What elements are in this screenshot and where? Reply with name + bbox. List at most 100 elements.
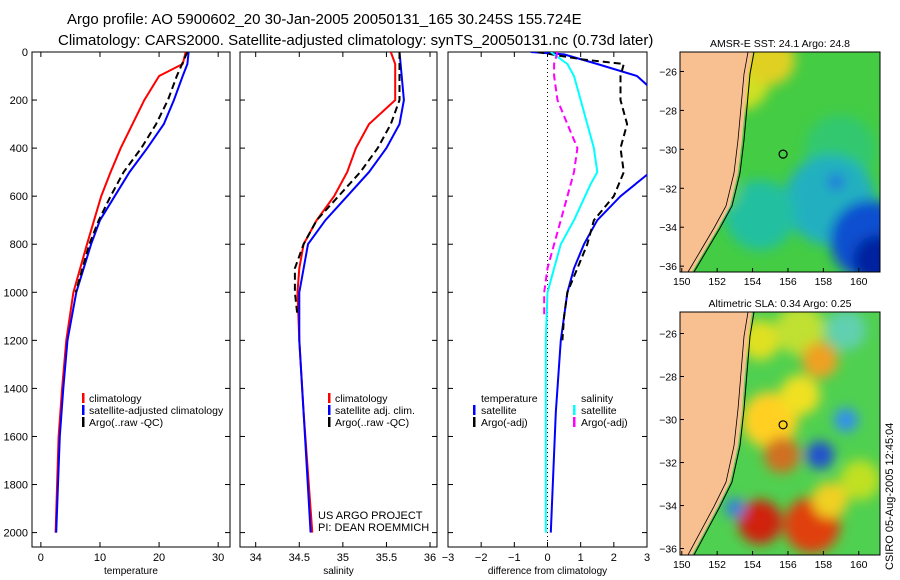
x-axis-label: difference from climatology [488, 566, 607, 577]
x-tick-label: 0 [38, 552, 44, 564]
legend-label: climatology [335, 393, 388, 405]
legend-swatch [473, 417, 476, 427]
x-tick-label: 158 [815, 559, 833, 571]
legend-label: Argo(..raw -QC) [89, 417, 163, 429]
shelf-contour [687, 52, 749, 272]
x-tick-label: 150 [673, 559, 691, 571]
map-frame [679, 311, 881, 556]
profile-panel-2: 34 34.5 35 35.5 36 salinity climatologysatelli… [239, 51, 438, 577]
argo-float-marker [778, 149, 788, 159]
y-tick-label: −36 [659, 261, 677, 273]
legend-title: temperature [481, 393, 538, 405]
y-tick-label: −28 [659, 105, 677, 117]
y-tick-label: 400 [10, 143, 28, 155]
coastline [693, 52, 755, 272]
x-tick-label: 152 [708, 276, 726, 288]
y-tick-label: −34 [659, 501, 677, 513]
x-tick-label: 158 [815, 276, 833, 288]
map-anomaly-blob [802, 342, 838, 378]
map-title: AMSR-E SST: 24.1 Argo: 24.8 [710, 38, 850, 50]
legend-label: satellite adj. clim. [335, 405, 415, 417]
map-anomaly-blob [853, 235, 880, 272]
series-line-satellite-adj-clim- [298, 52, 405, 533]
x-tick-label: 150 [673, 276, 691, 288]
x-tick-label: 34.5 [289, 552, 310, 564]
series-line-temperature-argo-adj- [537, 52, 629, 341]
legend-swatch [328, 405, 331, 415]
y-tick-label: 1200 [4, 335, 28, 347]
title-line-1: Argo profile: AO 5900602_20 30-Jan-2005 … [67, 11, 582, 28]
x-tick-label: 35.5 [376, 552, 397, 564]
credit-line-1: US ARGO PROJECT [318, 510, 423, 522]
y-tick-label: 2000 [4, 528, 28, 540]
y-tick-label: −32 [659, 458, 677, 470]
map-anomalies [725, 312, 880, 553]
map-anomaly-blob [725, 498, 745, 518]
map-anomaly-blob [725, 180, 795, 250]
y-tick-label: −28 [659, 372, 677, 384]
y-tick-label: 200 [10, 95, 28, 107]
shelf-contour [687, 312, 749, 555]
land [680, 312, 752, 555]
series-line-salinity-argo-adj- [543, 52, 579, 317]
x-tick-label: 30 [212, 552, 224, 564]
y-tick-label: −30 [659, 415, 677, 427]
x-tick-label: −1 [508, 552, 521, 564]
series-group [530, 52, 647, 533]
x-axis-label: salinity [323, 566, 354, 577]
x-tick-label: 160 [850, 276, 868, 288]
map-anomaly-blob [738, 500, 782, 544]
series-group [54, 52, 190, 533]
map-field [680, 52, 880, 272]
profile-panel-3: −3 −2 −1 0 1 2 3 difference from climatology tem… [442, 51, 650, 577]
x-tick-label: −2 [475, 552, 488, 564]
x-tick-label: 156 [779, 276, 797, 288]
x-tick-label: 160 [850, 559, 868, 571]
y-tick-label: 1600 [4, 431, 28, 443]
map-field [680, 312, 880, 555]
land [680, 52, 752, 272]
series-group [293, 52, 405, 533]
legend-swatch [473, 405, 476, 415]
x-tick-label: 36 [424, 552, 436, 564]
y-tick-label: −30 [659, 144, 677, 156]
map-anomaly-blob [834, 408, 858, 432]
y-tick-label: 1800 [4, 480, 28, 492]
y-tick-label: 0 [22, 47, 28, 59]
argo-float-marker [778, 420, 788, 430]
y-tick-label: −36 [659, 544, 677, 556]
map-anomaly-blob [828, 174, 844, 190]
legend-label: satellite-adjusted climatology [89, 405, 224, 417]
series-line-salinity-satellite [544, 52, 599, 533]
legend-label: Argo(-adj) [581, 417, 628, 429]
series-line-argo-raw-qc- [74, 52, 189, 293]
series-line-climatology [54, 52, 187, 533]
y-tick-label: −26 [659, 329, 677, 341]
legend-label: Argo(-adj) [481, 417, 528, 429]
x-tick-label: 156 [779, 559, 797, 571]
title-line-2: Climatology: CARS2000. Satellite-adjuste… [58, 32, 653, 49]
y-tick-label: 600 [10, 191, 28, 203]
series-line-temperature-satellite-deep [549, 173, 647, 533]
credit-line-2: PI: DEAN ROEMMICH [318, 522, 429, 534]
plot-frame [31, 51, 231, 548]
x-tick-label: −3 [442, 552, 455, 564]
map-anomaly-blob [840, 460, 880, 500]
legend-swatch [328, 417, 331, 427]
y-tick-label: 1400 [4, 383, 28, 395]
x-tick-label: 35 [337, 552, 349, 564]
legend-label: climatology [89, 393, 142, 405]
y-tick-label: 1000 [4, 287, 28, 299]
map-anomaly-blob [740, 320, 780, 360]
x-tick-label: 2 [611, 552, 617, 564]
series-line-argo-raw-qc- [293, 52, 401, 317]
series-line-satellite-adjusted-climatology [55, 52, 190, 533]
legend-swatch [82, 405, 85, 415]
map-panel-1: AMSR-E SST: 24.1 Argo: 24.8 150 152 154 156 1… [659, 38, 881, 288]
legend-swatch [328, 393, 331, 403]
legend-title: salinity [581, 393, 614, 405]
map-frame [679, 51, 881, 273]
side-stamp: CSIRO 05-Aug-2005 12:45:04 [884, 423, 896, 570]
legend-label: Argo(..raw -QC) [335, 417, 409, 429]
